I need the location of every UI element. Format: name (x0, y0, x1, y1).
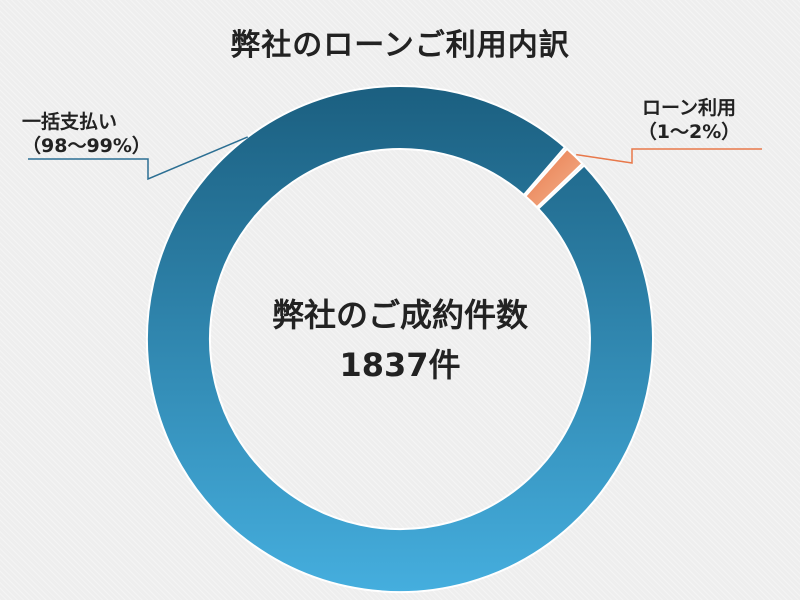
slice-lump-sum (146, 85, 654, 593)
center-value: 1837件 (339, 346, 461, 384)
leader-line-lump-sum (28, 136, 249, 181)
leader-lines (28, 136, 762, 181)
callout-lump-sum-label: 一括支払い (22, 111, 118, 133)
slice-loan (523, 147, 584, 209)
donut-slices (146, 85, 654, 593)
callout-loan-label: ローン利用 (641, 97, 737, 119)
callout-loan-range: （1〜2%） (637, 121, 741, 143)
callout-lump-sum-range: （98〜99%） (22, 135, 151, 157)
callout-loan: ローン利用 （1〜2%） (600, 96, 778, 144)
center-label: 弊社のご成約件数 (271, 296, 528, 334)
leader-line-loan (576, 148, 762, 164)
chart-title: 弊社のローンご利用内訳 (230, 28, 570, 63)
callout-lump-sum: 一括支払い （98〜99%） (22, 110, 151, 158)
